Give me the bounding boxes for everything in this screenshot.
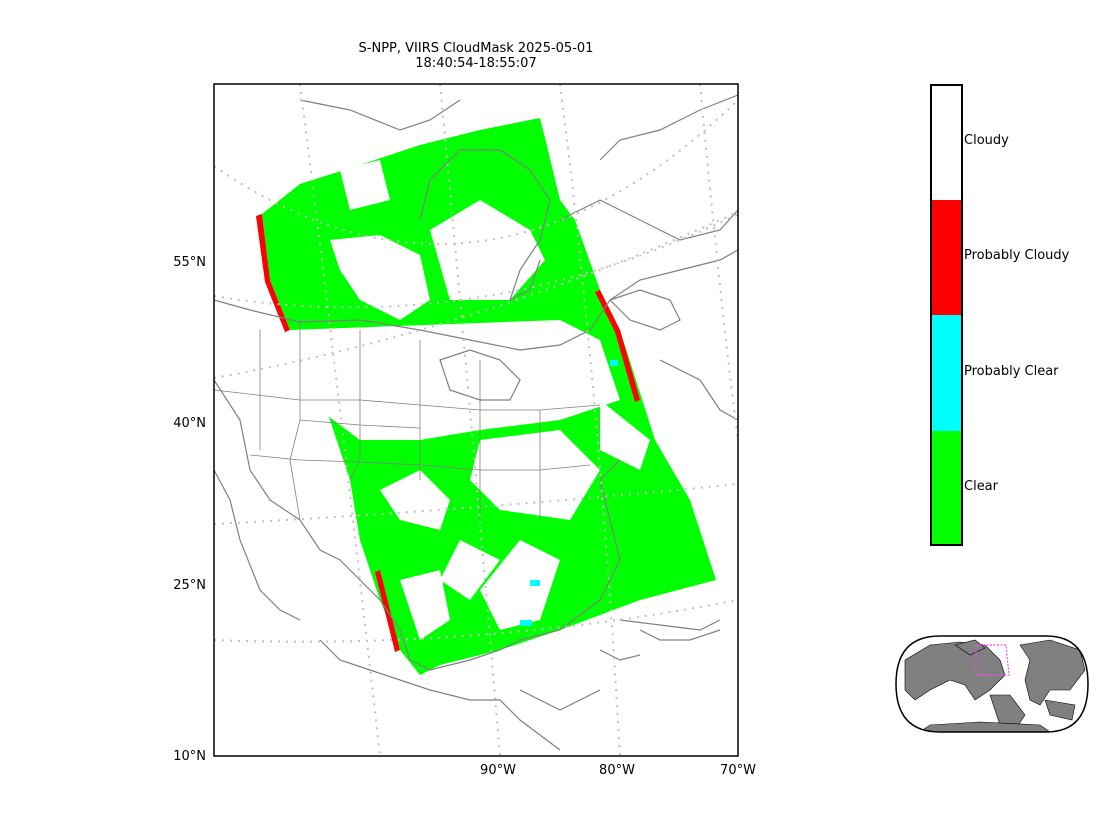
state-borders: [214, 320, 601, 521]
cloudy-regions: [290, 160, 650, 640]
legend-label-probably-cloudy: Probably Cloudy: [964, 248, 1070, 263]
lon-label-90w: 90°W: [480, 763, 516, 778]
legend-label-clear: Clear: [964, 479, 998, 494]
map-title-line1: S-NPP, VIIRS CloudMask 2025-05-01: [358, 41, 594, 56]
lat-label-10: 10°N: [173, 749, 206, 764]
coastlines: [214, 94, 738, 751]
legend-colorbar: [930, 84, 963, 546]
legend-swatch-clear: [932, 431, 961, 544]
lat-label-25: 25°N: [173, 578, 206, 593]
lon-label-80w: 80°W: [599, 763, 635, 778]
legend-label-cloudy: Cloudy: [964, 133, 1009, 148]
graticule: [214, 84, 738, 756]
lat-label-55: 55°N: [173, 255, 206, 270]
map-frame: [213, 83, 739, 757]
map-title-line2: 18:40:54-18:55:07: [415, 56, 537, 71]
legend-swatch-probably-cloudy: [932, 200, 961, 315]
legend-swatch-probably-clear: [932, 315, 961, 431]
legend-label-probably-clear: Probably Clear: [964, 364, 1059, 379]
legend-swatch-cloudy: [932, 86, 961, 200]
lat-label-40: 40°N: [173, 416, 206, 431]
lon-label-70w: 70°W: [720, 763, 756, 778]
